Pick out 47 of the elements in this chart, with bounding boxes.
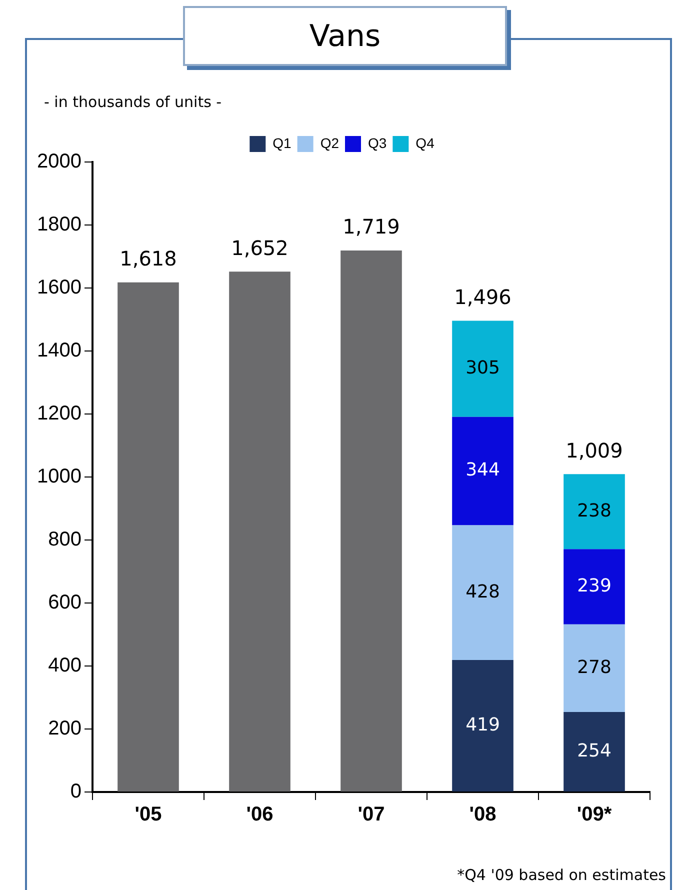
legend-label: Q4 [416,134,435,151]
data-label: 254 [577,740,612,762]
data-label: 278 [577,656,612,678]
total-label: 1,719 [342,214,400,239]
data-label: 305 [466,357,500,378]
bar [340,250,402,792]
data-label: 239 [577,575,612,596]
y-tick-label: 400 [48,654,82,677]
y-tick-label: 200 [48,718,82,740]
y-tick-label: 0 [70,780,82,803]
y-tick-label: 1200 [36,402,82,425]
y-tick-label: 1800 [36,214,82,236]
total-label: 1,009 [566,438,623,462]
bar [564,624,625,712]
data-label: 428 [466,581,500,602]
total-label: 1,652 [231,236,288,260]
chart-title: Vans [183,6,507,66]
bar [564,549,625,624]
legend-label: Q1 [272,134,292,151]
data-label: 238 [577,500,612,522]
bar [452,525,514,660]
y-tick-label: 600 [48,592,82,614]
x-tick-label: '08 [469,804,496,826]
y-tick-label: 800 [48,528,82,551]
bar [118,282,179,792]
y-tick-label: 2000 [36,150,82,173]
y-tick-label: 1600 [36,276,82,299]
bar [452,320,514,417]
data-label: 344 [466,460,500,481]
total-label: 1,618 [120,246,177,271]
data-label: 419 [466,714,500,736]
bar [452,660,514,792]
bar [452,416,514,526]
bar [564,712,625,792]
text: *Q4 '09 based on estimates [457,866,666,884]
y-tick-label: 1400 [36,340,82,362]
x-tick-label: '07 [358,804,385,826]
x-tick-label: '05 [134,804,162,826]
bar [564,474,625,550]
legend-label: Q2 [320,134,340,151]
bar [229,272,290,792]
x-tick-label: '06 [246,804,274,826]
chart-subtitle: - in thousands of units - [44,93,222,111]
y-tick-label: 1000 [36,466,82,488]
x-tick-label: '09* [576,804,612,826]
total-label: 1,496 [454,284,512,309]
legend-label: Q3 [368,134,387,151]
